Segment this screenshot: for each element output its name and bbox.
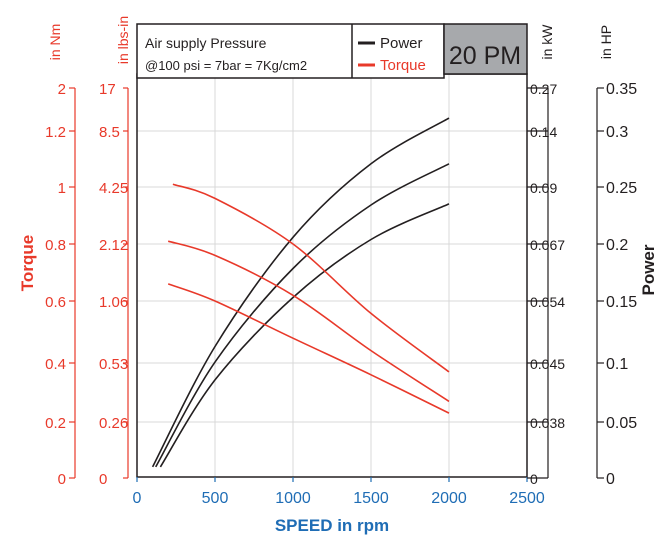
kw-tick-label-3: 0.067: [530, 237, 565, 253]
kw-unit-label: in kW: [539, 24, 555, 60]
hp-tick-label-7: 0: [606, 471, 615, 488]
lbsin-tick-label-5: 0.53: [99, 356, 128, 373]
y-axis-label-right: Power: [639, 244, 658, 295]
lbsin-tick-label-3: 2.12: [99, 237, 128, 254]
lbsin-tick-label-0: 17: [99, 81, 116, 98]
x-tick-label-500: 500: [202, 490, 229, 507]
nm-tick-label-7: 0: [58, 471, 66, 488]
lbsin-tick-label-1: 8.5: [99, 124, 120, 141]
legend-label-power: Power: [380, 35, 423, 52]
lbsin-tick-label-4: 1.06: [99, 294, 128, 311]
nm-tick-label-5: 0.4: [45, 356, 66, 373]
legend-info-line1: Air supply Pressure: [145, 35, 267, 51]
kw-tick-label-2: 0.09: [530, 180, 557, 196]
hp-tick-label-3: 0.2: [606, 237, 628, 254]
hp-tick-label-6: 0.05: [606, 415, 637, 432]
plot-frame: [136, 73, 528, 478]
nm-tick-label-6: 0.2: [45, 415, 66, 432]
kw-tick-label-0: 0.27: [530, 81, 557, 97]
torque-curve-1: [172, 183, 450, 373]
x-axis-label: SPEED in rpm: [275, 516, 389, 535]
kw-tick-label-6: 0.038: [530, 415, 565, 431]
hp-tick-label-5: 0.1: [606, 356, 628, 373]
hp-tick-label-1: 0.3: [606, 124, 628, 141]
lbsin-tick-label-6: 0.26: [99, 415, 128, 432]
hp-unit-label: in HP: [598, 25, 614, 59]
nm-tick-label-1: 1.2: [45, 124, 66, 141]
nm-tick-label-4: 0.6: [45, 294, 66, 311]
legend: Air supply Pressure @100 psi = 7bar = 7Kg…: [136, 23, 528, 79]
legend-label-torque: Torque: [380, 57, 426, 74]
x-tick-label-1000: 1000: [275, 490, 311, 507]
power-curve-3: [159, 203, 450, 468]
nm-unit-label: in Nm: [47, 24, 63, 61]
kw-tick-label-5: 0.045: [530, 356, 565, 372]
torque-curve-2: [167, 240, 450, 403]
torque-curve-3: [167, 283, 450, 414]
axes: 0 500 1000 1500 2000 2500 SPEED in rpm 2 1.2 1 0.8…: [18, 16, 658, 535]
lbsin-tick-label-2: 4.25: [99, 180, 128, 197]
x-tick-label-1500: 1500: [353, 490, 389, 507]
power-curve-1: [151, 117, 450, 468]
kw-tick-label-1: 0.14: [530, 124, 557, 140]
grid: [137, 74, 527, 477]
lbsin-tick-label-7: 0: [99, 471, 107, 488]
nm-tick-label-3: 0.8: [45, 237, 66, 254]
x-tick-label-0: 0: [133, 490, 142, 507]
y-axis-label-left: Torque: [18, 235, 37, 291]
lbsin-unit-label: in lbs-in: [115, 16, 131, 64]
kw-tick-label-4: 0.054: [530, 294, 565, 310]
model-label: 20 PM: [449, 42, 521, 70]
nm-tick-label-2: 1: [58, 180, 66, 197]
x-tick-label-2000: 2000: [431, 490, 467, 507]
legend-box: [136, 23, 445, 79]
kw-tick-label-7: 0: [530, 471, 538, 487]
hp-tick-label-2: 0.25: [606, 180, 637, 197]
hp-tick-label-0: 0.35: [606, 81, 637, 98]
nm-tick-label-0: 2: [58, 81, 66, 98]
x-tick-label-2500: 2500: [509, 490, 545, 507]
legend-info-line2: @100 psi = 7bar = 7Kg/cm2: [145, 58, 307, 73]
series: [151, 117, 450, 468]
hp-tick-label-4: 0.15: [606, 294, 637, 311]
power-curve-2: [155, 163, 450, 468]
model-box: [443, 23, 528, 75]
